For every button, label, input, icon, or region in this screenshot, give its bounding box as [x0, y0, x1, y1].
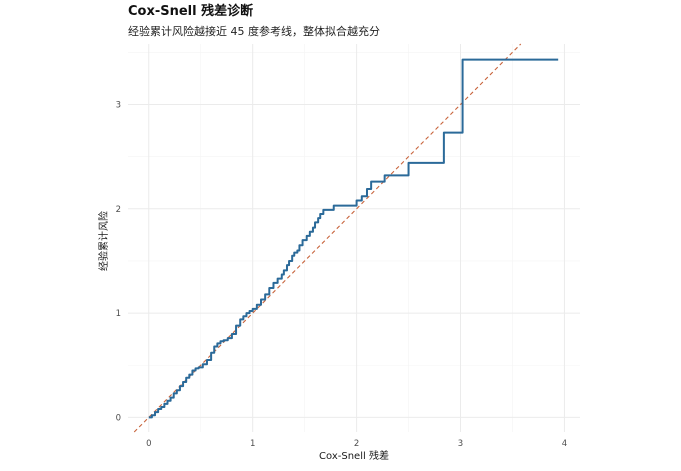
x-axis-ticks: 0 1 2 3 4 — [146, 439, 567, 449]
y-axis-title: 经验累计风险 — [97, 211, 110, 271]
cumulative-hazard-step-line — [148, 58, 559, 419]
x-tick-label: 4 — [562, 439, 567, 449]
y-axis-ticks: 0 1 2 3 — [116, 100, 121, 423]
x-axis-title: Cox-Snell 残差 — [319, 449, 389, 462]
x-tick-label: 3 — [458, 439, 463, 449]
x-tick-label: 1 — [250, 439, 255, 449]
chart-title: Cox-Snell 残差诊断 — [128, 3, 253, 19]
y-tick-label: 0 — [116, 413, 121, 423]
y-tick-label: 3 — [116, 100, 121, 110]
y-tick-label: 1 — [116, 309, 121, 319]
grid — [128, 44, 580, 432]
y-tick-label: 2 — [116, 205, 121, 215]
x-tick-label: 2 — [354, 439, 359, 449]
chart-subtitle: 经验累计风险越接近 45 度参考线，整体拟合越充分 — [128, 24, 380, 38]
series-group — [148, 58, 559, 419]
x-tick-label: 0 — [146, 439, 151, 449]
